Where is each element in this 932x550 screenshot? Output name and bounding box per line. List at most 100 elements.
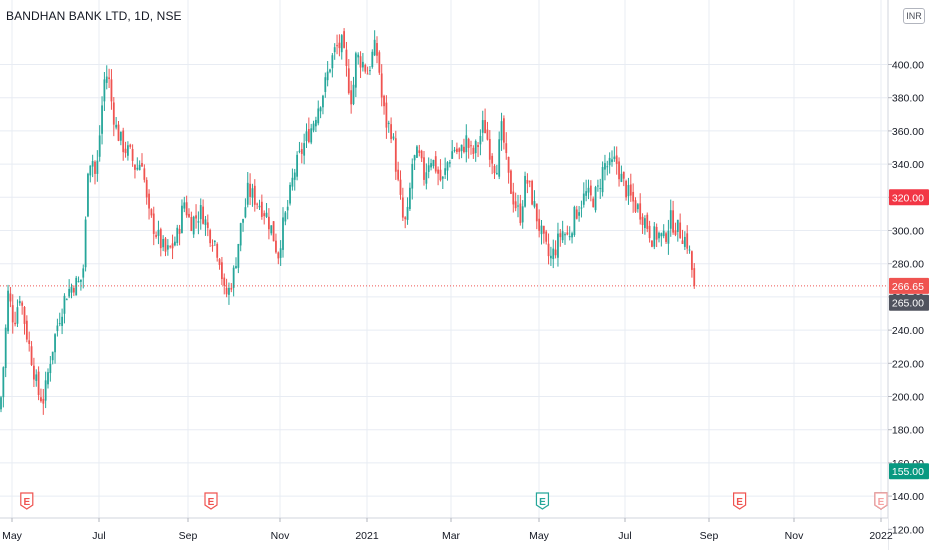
candle[interactable] xyxy=(674,222,677,237)
candle[interactable] xyxy=(601,161,604,197)
candle[interactable] xyxy=(566,225,569,236)
candle[interactable] xyxy=(2,366,5,408)
candle[interactable] xyxy=(87,172,89,218)
candle[interactable] xyxy=(580,200,583,218)
candle[interactable] xyxy=(47,368,49,389)
candle[interactable] xyxy=(225,278,228,298)
candle[interactable] xyxy=(44,371,47,409)
candle[interactable] xyxy=(119,131,122,146)
candle[interactable] xyxy=(439,159,442,182)
candle[interactable] xyxy=(646,212,649,233)
candle[interactable] xyxy=(303,133,306,165)
candle[interactable] xyxy=(514,192,517,212)
candle[interactable] xyxy=(599,178,602,199)
candle[interactable] xyxy=(571,231,573,244)
time-axis[interactable]: May Jul Sep Nov 2021 Mar May Jul Sep Nov 2022 xyxy=(0,517,893,550)
candle[interactable] xyxy=(444,157,447,179)
candle[interactable] xyxy=(392,133,395,141)
candle[interactable] xyxy=(202,199,204,225)
candle[interactable] xyxy=(270,225,273,236)
candle[interactable] xyxy=(660,232,663,247)
candle[interactable] xyxy=(658,231,660,243)
candle[interactable] xyxy=(378,50,381,75)
candle[interactable] xyxy=(430,158,432,171)
candle[interactable] xyxy=(467,137,470,159)
candle[interactable] xyxy=(662,224,665,239)
candle[interactable] xyxy=(383,94,385,115)
candle[interactable] xyxy=(244,198,247,219)
candle[interactable] xyxy=(326,61,329,87)
candle[interactable] xyxy=(693,263,696,289)
candle[interactable] xyxy=(284,211,287,226)
candle[interactable] xyxy=(192,215,195,238)
candle[interactable] xyxy=(293,168,296,191)
candle[interactable] xyxy=(329,68,331,74)
candle[interactable] xyxy=(230,283,233,293)
candle[interactable] xyxy=(253,179,256,212)
candle[interactable] xyxy=(300,142,303,164)
candle[interactable] xyxy=(406,197,409,225)
earnings-marker-0[interactable]: E xyxy=(20,492,34,510)
candle[interactable] xyxy=(498,131,501,180)
candle[interactable] xyxy=(465,124,468,163)
candle[interactable] xyxy=(437,166,439,186)
candle[interactable] xyxy=(256,202,259,210)
candle[interactable] xyxy=(615,146,618,175)
candle[interactable] xyxy=(594,185,597,213)
candle[interactable] xyxy=(291,168,294,191)
candle[interactable] xyxy=(622,171,625,187)
candle[interactable] xyxy=(557,222,559,267)
candle[interactable] xyxy=(218,257,221,270)
candle[interactable] xyxy=(251,183,254,207)
candle[interactable] xyxy=(30,341,33,367)
candle[interactable] xyxy=(61,308,63,335)
candle[interactable] xyxy=(183,196,186,213)
candle[interactable] xyxy=(68,279,71,299)
candle[interactable] xyxy=(138,160,141,171)
candle[interactable] xyxy=(486,121,489,141)
candle[interactable] xyxy=(223,273,226,295)
candle[interactable] xyxy=(77,276,80,283)
candle[interactable] xyxy=(411,158,414,200)
currency-button[interactable]: INR xyxy=(903,8,925,24)
candle[interactable] xyxy=(91,154,94,178)
candle[interactable] xyxy=(211,239,214,252)
candle[interactable] xyxy=(390,117,392,144)
candle[interactable] xyxy=(352,76,355,106)
candle[interactable] xyxy=(148,189,150,220)
candle[interactable] xyxy=(343,28,345,49)
candle[interactable] xyxy=(519,194,522,226)
candle[interactable] xyxy=(143,164,146,183)
candle[interactable] xyxy=(451,139,454,159)
candle[interactable] xyxy=(500,112,503,151)
candle[interactable] xyxy=(397,161,400,182)
candle[interactable] xyxy=(298,141,301,154)
candle[interactable] xyxy=(190,211,193,232)
candle[interactable] xyxy=(246,172,249,208)
candle[interactable] xyxy=(134,164,136,179)
candle[interactable] xyxy=(477,142,479,158)
candle[interactable] xyxy=(667,219,670,255)
candle[interactable] xyxy=(651,240,653,248)
candle[interactable] xyxy=(307,117,310,144)
candle[interactable] xyxy=(338,34,341,57)
candle[interactable] xyxy=(545,229,548,245)
candle[interactable] xyxy=(681,229,684,244)
candle[interactable] xyxy=(131,144,134,167)
candle[interactable] xyxy=(366,66,369,75)
candle[interactable] xyxy=(84,216,87,272)
candle[interactable] xyxy=(538,209,541,238)
candle[interactable] xyxy=(427,157,430,179)
candle[interactable] xyxy=(336,34,338,55)
candle[interactable] xyxy=(216,242,219,262)
candle[interactable] xyxy=(82,264,85,289)
candle[interactable] xyxy=(505,132,508,160)
candle[interactable] xyxy=(305,123,308,148)
candle[interactable] xyxy=(159,227,162,257)
candle[interactable] xyxy=(23,306,26,335)
candle[interactable] xyxy=(117,120,120,142)
candle[interactable] xyxy=(394,130,397,180)
candle[interactable] xyxy=(239,222,242,252)
candle[interactable] xyxy=(399,170,402,200)
candle[interactable] xyxy=(185,195,188,218)
